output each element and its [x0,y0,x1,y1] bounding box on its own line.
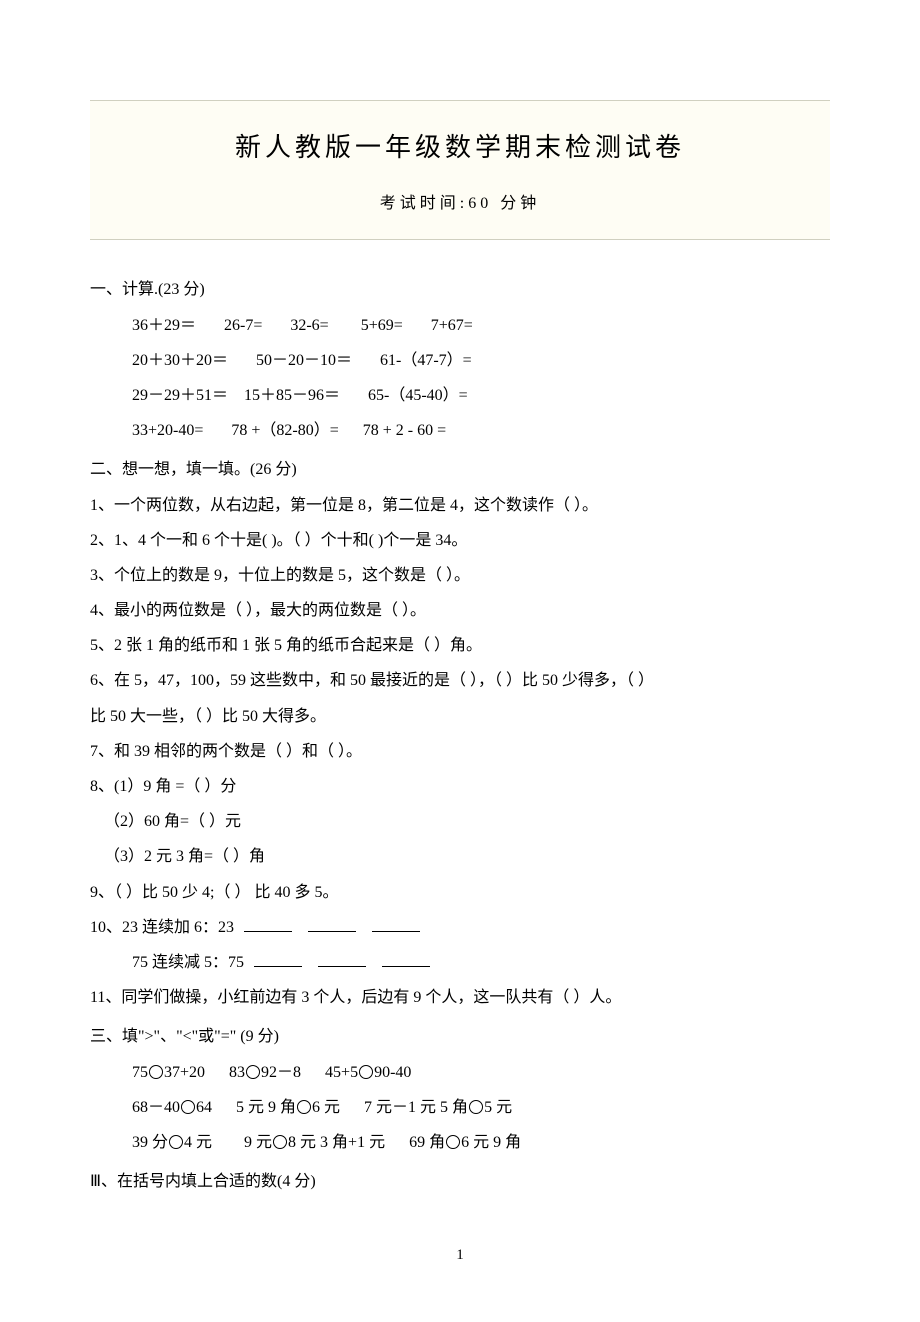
circle-icon [446,1135,460,1149]
cmp-val: 68－40 [132,1099,180,1116]
cmp-val: 9 元 [244,1134,272,1151]
q2-10a: 10、23 连续加 6：23 [90,910,830,945]
calc-row-4: 33+20-40= 78 +（82-80）= 78 + 2 - 60 = [90,413,830,448]
cmp-val: 5 元 [484,1099,512,1116]
q2-8-3: （3）2 元 3 角=（ ）角 [90,839,830,874]
q2-10b: 75 连续减 5：75 [90,945,830,980]
q2-10a-text: 10、23 连续加 6：23 [90,919,238,936]
title-block: 新人教版一年级数学期末检测试卷 考试时间:60 分钟 [90,100,830,240]
circle-icon [149,1065,163,1079]
cmp-val: 83 [229,1064,245,1081]
section-4-heading: Ⅲ、在括号内填上合适的数(4 分) [90,1164,830,1199]
section-3-heading: 三、填">"、"<"或"=" (9 分) [90,1019,830,1054]
circle-icon [169,1135,183,1149]
q2-4: 4、最小的两位数是（ ），最大的两位数是（ ）。 [90,593,830,628]
q2-9: 9、（ ）比 50 少 4;（ ） 比 40 多 5。 [90,875,830,910]
q2-8-2: （2）60 角=（ ）元 [90,804,830,839]
cmp-val: 7 元－1 元 5 角 [364,1099,468,1116]
cmp-val: 92－8 [261,1064,301,1081]
q2-10b-text: 75 连续减 5：75 [132,954,248,971]
cmp-val: 5 元 9 角 [236,1099,296,1116]
q2-3: 3、个位上的数是 9，十位上的数是 5，这个数是（ ）。 [90,558,830,593]
cmp-val: 64 [196,1099,212,1116]
q2-5: 5、2 张 1 角的纸币和 1 张 5 角的纸币合起来是（ ）角。 [90,628,830,663]
circle-icon [181,1100,195,1114]
blank-field [244,916,292,932]
compare-row-2: 68－40 64 5 元 9 角 6 元 7 元－1 元 5 角 5 元 [90,1090,830,1125]
cmp-val: 4 元 [184,1134,212,1151]
blank-field [254,951,302,967]
blank-field [372,916,420,932]
blank-field [382,951,430,967]
q2-1: 1、一个两位数，从右边起，第一位是 8，第二位是 4，这个数读作（ ）。 [90,488,830,523]
exam-title: 新人教版一年级数学期末检测试卷 [90,119,830,176]
cmp-val: 75 [132,1064,148,1081]
cmp-val: 6 元 [312,1099,340,1116]
q2-8-1: 8、(1）9 角 =（ ）分 [90,769,830,804]
q2-11: 11、同学们做操，小红前边有 3 个人，后边有 9 个人，这一队共有（ ）人。 [90,980,830,1015]
section-2-heading: 二、想一想，填一填。(26 分) [90,452,830,487]
cmp-val: 45+5 [325,1064,358,1081]
blank-field [308,916,356,932]
q2-2: 2、1、4 个一和 6 个十是( )。（ ）个十和( )个一是 34。 [90,523,830,558]
page-number: 1 [90,1239,830,1272]
circle-icon [359,1065,373,1079]
section-1-heading: 一、计算.(23 分) [90,272,830,307]
cmp-val: 6 元 9 角 [461,1134,521,1151]
circle-icon [297,1100,311,1114]
blank-field [318,951,366,967]
compare-row-3: 39 分 4 元 9 元 8 元 3 角+1 元 69 角 6 元 9 角 [90,1125,830,1160]
compare-row-1: 75 37+20 83 92－8 45+5 90-40 [90,1055,830,1090]
calc-row-1: 36＋29＝ 26-7= 32-6= 5+69= 7+67= [90,308,830,343]
circle-icon [273,1135,287,1149]
calc-row-3: 29－29＋51＝ 15＋85－96＝ 65-（45-40）= [90,378,830,413]
q2-6a: 6、在 5，47，100，59 这些数中，和 50 最接近的是（ ），（ ）比 … [90,663,830,698]
cmp-val: 37+20 [164,1064,205,1081]
calc-row-2: 20＋30＋20＝ 50－20－10＝ 61-（47-7）= [90,343,830,378]
cmp-val: 8 元 3 角+1 元 [288,1134,385,1151]
q2-7: 7、和 39 相邻的两个数是（ ）和（ ）。 [90,734,830,769]
exam-subtitle: 考试时间:60 分钟 [90,186,830,221]
cmp-val: 39 分 [132,1134,168,1151]
circle-icon [246,1065,260,1079]
q2-6b: 比 50 大一些，（ ）比 50 大得多。 [90,699,830,734]
circle-icon [469,1100,483,1114]
cmp-val: 90-40 [374,1064,411,1081]
cmp-val: 69 角 [409,1134,445,1151]
